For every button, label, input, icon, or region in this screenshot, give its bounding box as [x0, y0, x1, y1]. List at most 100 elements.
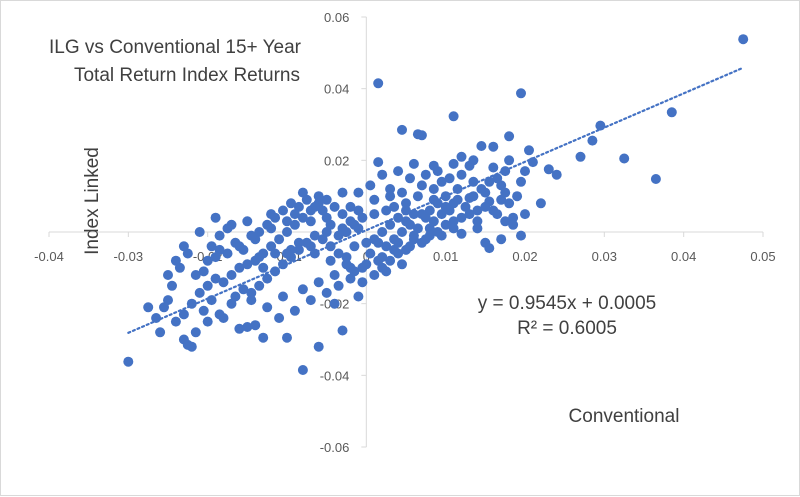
data-point [512, 191, 523, 202]
data-point [278, 291, 288, 302]
data-point [401, 216, 411, 227]
data-point [274, 234, 285, 245]
data-point [405, 173, 415, 184]
data-point [313, 277, 324, 288]
data-point [385, 219, 396, 230]
data-point [551, 169, 562, 180]
data-point [619, 153, 630, 164]
data-point [282, 332, 292, 343]
data-point [361, 237, 372, 248]
data-point [313, 341, 324, 352]
data-point [377, 169, 388, 180]
data-point [353, 187, 364, 198]
data-point [309, 230, 320, 241]
data-point [488, 162, 499, 173]
data-point [389, 201, 400, 212]
data-point [448, 223, 459, 234]
data-point [210, 212, 221, 223]
data-point [452, 194, 463, 205]
data-point [448, 158, 459, 169]
data-point [194, 227, 205, 237]
data-point [385, 191, 396, 202]
data-point [337, 209, 348, 220]
data-point [305, 295, 316, 306]
data-point [520, 166, 530, 177]
data-point [456, 212, 467, 223]
data-point [337, 325, 348, 336]
data-point [369, 209, 380, 220]
data-point [317, 205, 328, 216]
data-point [254, 252, 265, 263]
data-point [373, 78, 384, 89]
data-point [206, 241, 217, 252]
trendline-equation: y = 0.9545x + 0.0005 [478, 293, 657, 314]
data-point [341, 227, 352, 237]
data-point [226, 270, 237, 280]
data-point [397, 124, 407, 135]
data-point [666, 107, 677, 118]
data-point [282, 248, 292, 259]
data-point [333, 230, 344, 241]
data-point [373, 157, 384, 168]
data-point [266, 209, 277, 220]
data-point [349, 219, 360, 230]
data-point [504, 131, 515, 142]
data-point [274, 313, 285, 323]
data-point [408, 230, 419, 241]
data-point [440, 219, 451, 230]
x-tick-label: 0.02 [512, 249, 537, 264]
data-point [313, 191, 324, 202]
data-point [262, 302, 273, 313]
data-point [186, 341, 197, 352]
data-point [297, 284, 308, 295]
data-point [226, 298, 237, 309]
y-tick-label: 0.02 [324, 153, 349, 168]
data-point [412, 191, 423, 202]
data-point [242, 322, 253, 332]
data-point [369, 194, 380, 205]
data-point [357, 277, 368, 288]
data-point [337, 187, 348, 198]
data-point [424, 223, 435, 234]
data-point [238, 284, 249, 295]
data-point [365, 180, 376, 191]
data-point [444, 205, 455, 216]
x-tick-label: 0.05 [750, 249, 775, 264]
data-point [520, 209, 530, 220]
data-point [289, 305, 300, 316]
data-point [210, 252, 221, 263]
data-point [170, 255, 181, 266]
data-point [297, 187, 308, 198]
data-point [357, 262, 368, 273]
data-point [246, 287, 257, 298]
data-point [650, 174, 661, 184]
data-point [508, 212, 519, 223]
data-point [242, 259, 253, 270]
data-point [190, 270, 201, 280]
data-point [345, 262, 356, 273]
data-point [234, 323, 245, 334]
data-point [353, 291, 364, 302]
data-point [472, 205, 483, 216]
chart-title-line-1: ILG vs Conventional 15+ Year [49, 37, 302, 58]
data-point [381, 205, 392, 216]
data-point [254, 227, 265, 237]
data-point [329, 270, 340, 280]
data-point [325, 255, 336, 266]
data-point [123, 356, 134, 367]
data-point [385, 255, 396, 266]
data-point [500, 216, 511, 227]
data-point [373, 237, 384, 248]
data-point [488, 141, 499, 152]
data-point [226, 219, 237, 230]
data-point [178, 309, 189, 320]
data-point [738, 34, 749, 45]
data-point [349, 241, 360, 252]
data-point [468, 176, 479, 187]
data-point [428, 160, 439, 171]
data-point [321, 194, 332, 205]
data-point [278, 205, 288, 216]
data-point [329, 298, 340, 309]
x-tick-label: 0.04 [671, 249, 696, 264]
